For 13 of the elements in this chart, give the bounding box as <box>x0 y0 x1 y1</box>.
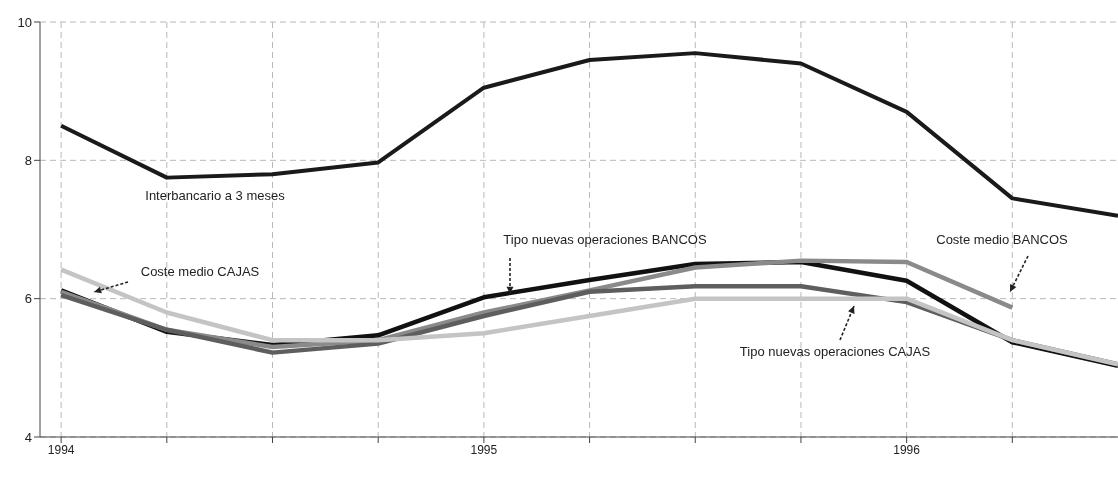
series-label: Coste medio BANCOS <box>936 232 1069 247</box>
series-label: Tipo nuevas operaciones BANCOS <box>503 232 707 247</box>
y-tick-label: 10 <box>17 14 32 30</box>
y-tick-label: 6 <box>24 291 32 307</box>
y-tick-label: 4 <box>24 429 32 445</box>
x-tick-label: 1995 <box>470 442 498 457</box>
x-tick-label: 1996 <box>893 442 921 457</box>
y-tick-label: 8 <box>24 152 32 168</box>
text: Tipo nuevas operaciones CAJAS <box>739 344 931 359</box>
line-series <box>59 51 1118 218</box>
series-label: Interbancario a 3 meses <box>145 188 286 203</box>
series-label: Coste medio CAJAS <box>140 264 260 279</box>
x-tick-label: 1994 <box>47 442 75 457</box>
